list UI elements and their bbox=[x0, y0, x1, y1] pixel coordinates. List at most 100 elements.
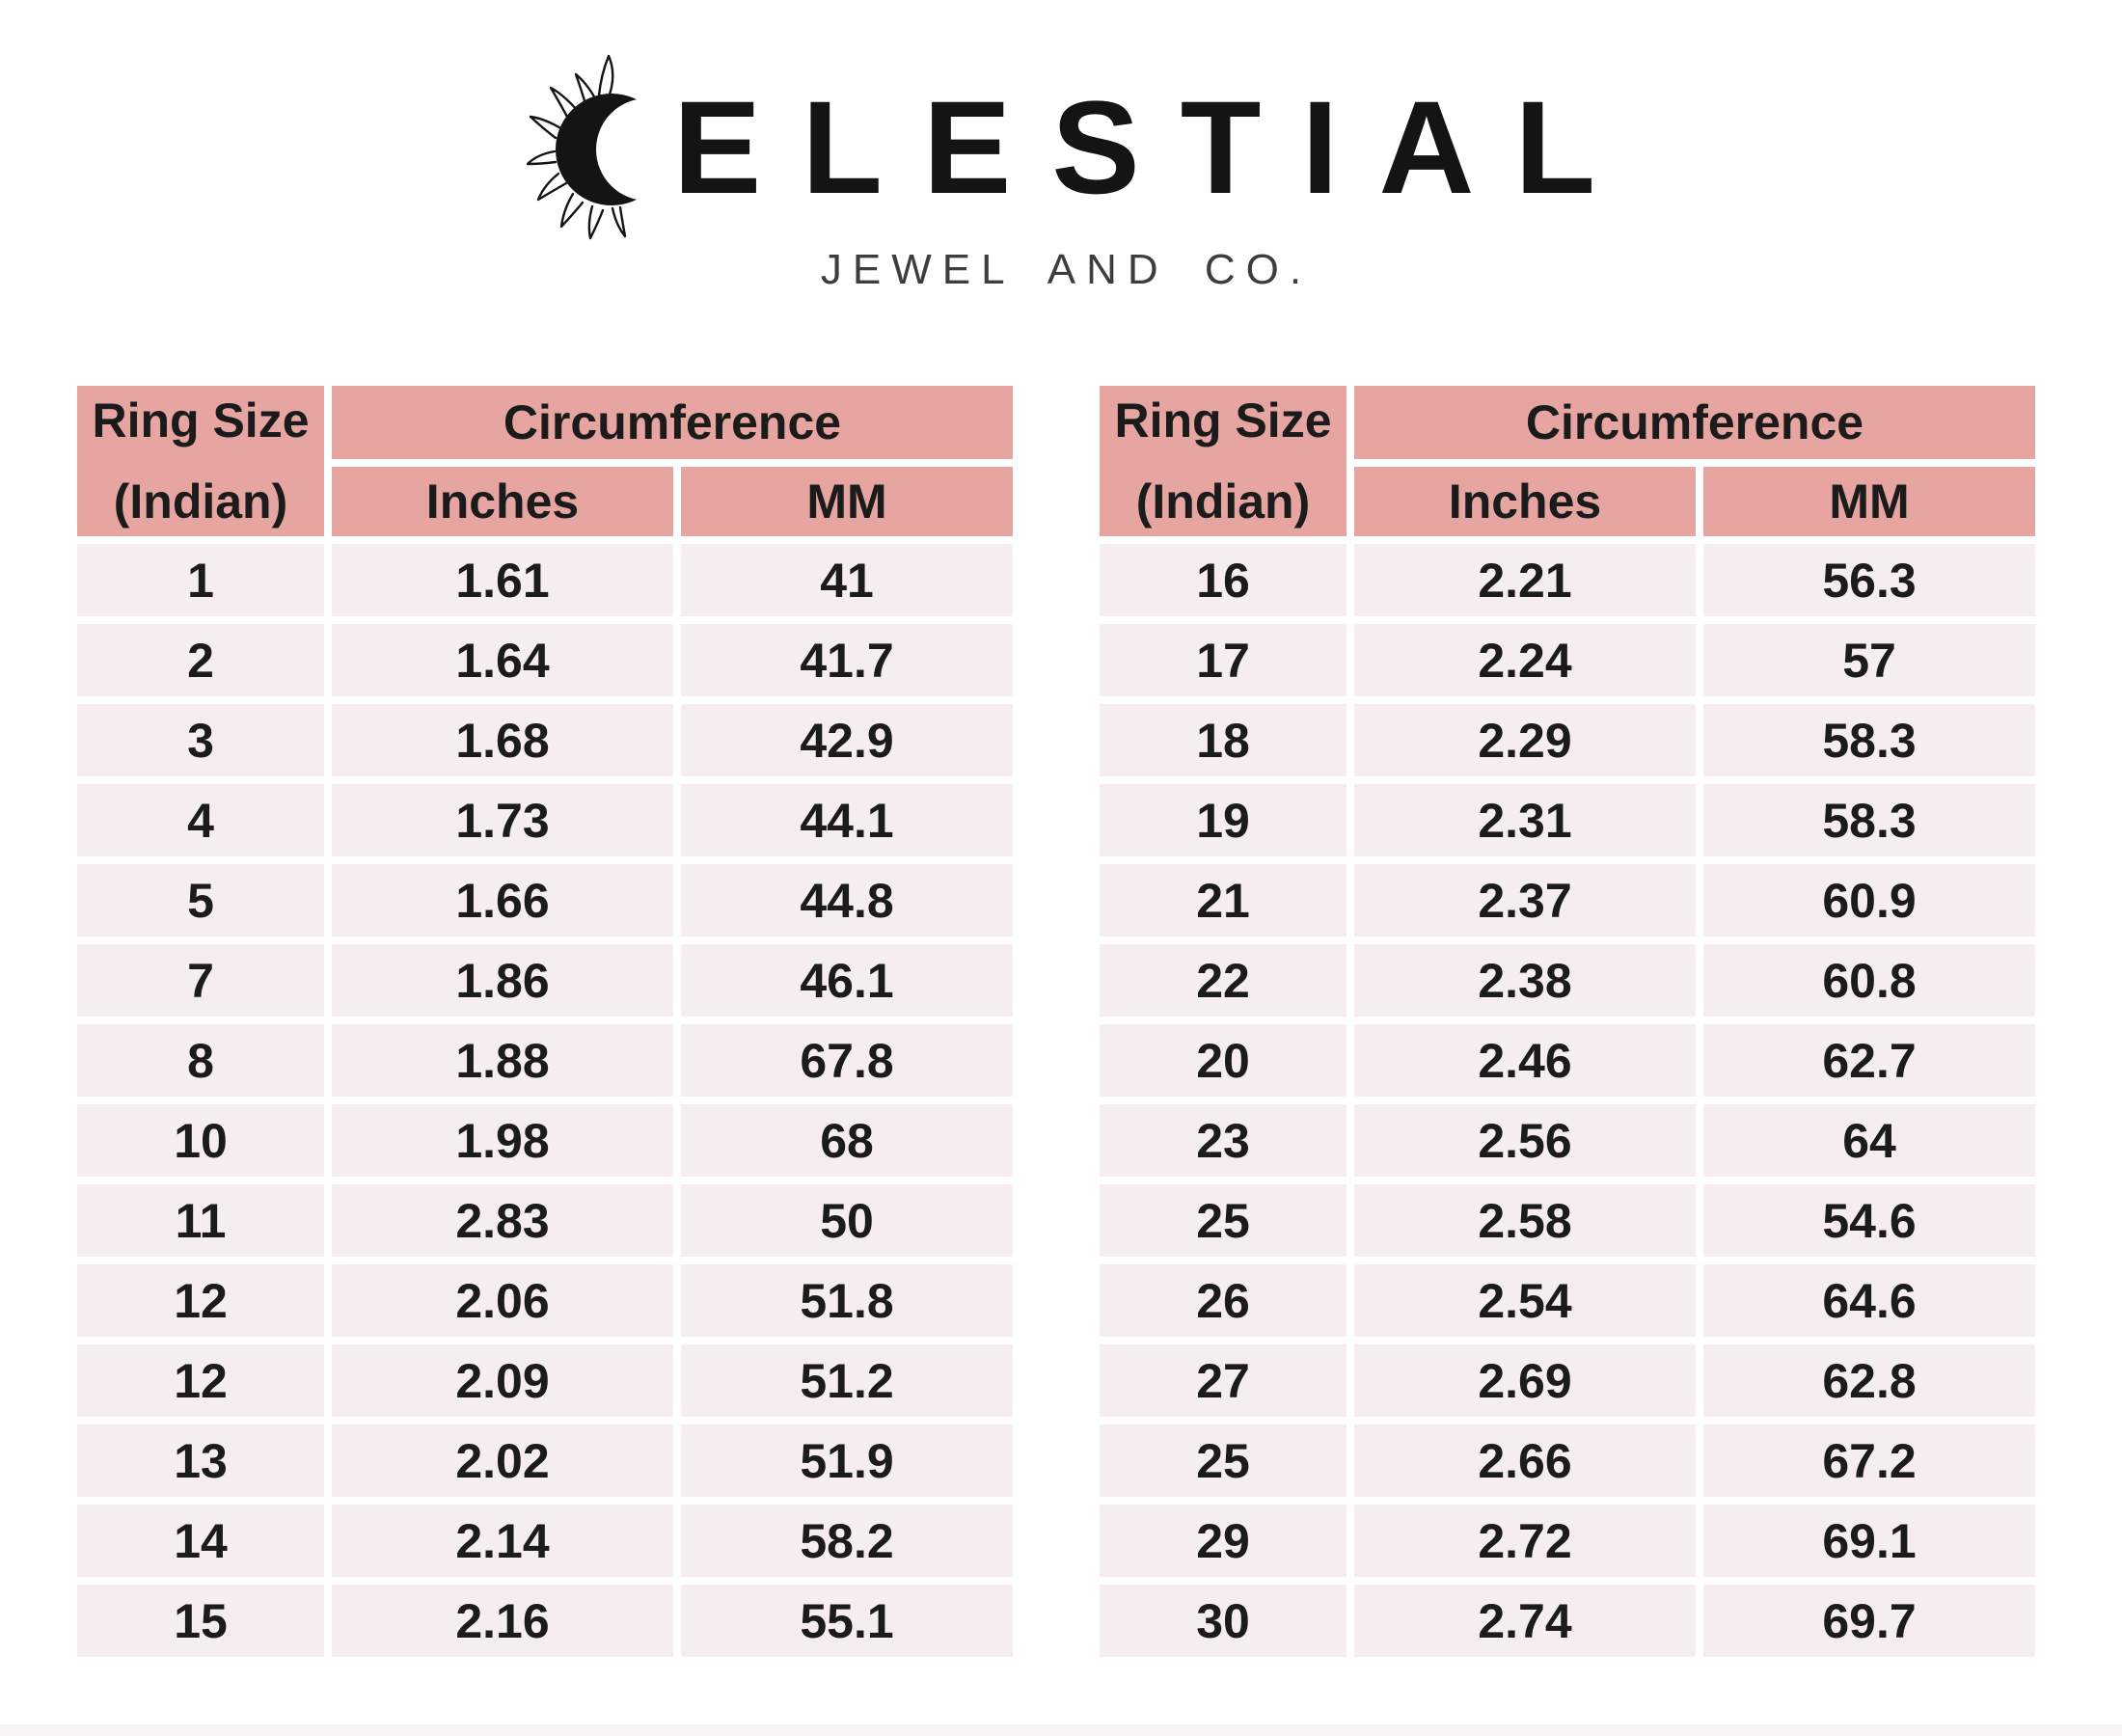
cell-ring-size: 21 bbox=[1100, 864, 1347, 936]
cell-ring-size: 25 bbox=[1100, 1424, 1347, 1497]
header-inches: Inches bbox=[1354, 467, 1696, 536]
cell-inches: 2.58 bbox=[1354, 1184, 1696, 1257]
cell-inches: 1.98 bbox=[332, 1104, 673, 1177]
cell-ring-size: 22 bbox=[1100, 944, 1347, 1017]
cell-ring-size: 18 bbox=[1100, 704, 1347, 776]
cell-inches: 2.21 bbox=[1354, 544, 1696, 616]
brand-tagline: JEWEL AND CO. bbox=[820, 246, 1313, 293]
cell-inches: 2.46 bbox=[1354, 1024, 1696, 1097]
cell-inches: 2.56 bbox=[1354, 1104, 1696, 1177]
cell-mm: 51.8 bbox=[681, 1264, 1013, 1337]
cell-ring-size: 11 bbox=[77, 1184, 324, 1257]
cell-ring-size: 20 bbox=[1100, 1024, 1347, 1097]
cell-ring-size: 12 bbox=[77, 1344, 324, 1417]
ring-size-table-left: Ring Size (Indian) Circumference Inches MM 1 1… bbox=[77, 386, 1013, 1657]
cell-ring-size: 2 bbox=[77, 624, 324, 696]
cell-ring-size: 16 bbox=[1100, 544, 1347, 616]
cell-mm: 51.9 bbox=[681, 1424, 1013, 1497]
cell-inches: 2.14 bbox=[332, 1505, 673, 1577]
cell-inches: 2.37 bbox=[1354, 864, 1696, 936]
cell-ring-size: 30 bbox=[1100, 1585, 1347, 1657]
cell-ring-size: 14 bbox=[77, 1505, 324, 1577]
cell-inches: 2.74 bbox=[1354, 1585, 1696, 1657]
cell-mm: 58.3 bbox=[1703, 784, 2035, 856]
cell-mm: 51.2 bbox=[681, 1344, 1013, 1417]
cell-ring-size: 3 bbox=[77, 704, 324, 776]
brand-logo: ELESTIAL JEWEL AND CO. bbox=[0, 54, 2122, 291]
header-ring-size: Ring Size (Indian) bbox=[1100, 386, 1347, 536]
cell-mm: 56.3 bbox=[1703, 544, 2035, 616]
header-mm: MM bbox=[1703, 467, 2035, 536]
header-ring-size-line1: Ring Size bbox=[1114, 393, 1332, 448]
cell-mm: 64.6 bbox=[1703, 1264, 2035, 1337]
cell-inches: 1.86 bbox=[332, 944, 673, 1017]
cell-inches: 1.64 bbox=[332, 624, 673, 696]
cell-inches: 2.54 bbox=[1354, 1264, 1696, 1337]
cell-mm: 42.9 bbox=[681, 704, 1013, 776]
cell-mm: 62.7 bbox=[1703, 1024, 2035, 1097]
cell-ring-size: 15 bbox=[77, 1585, 324, 1657]
cell-mm: 67.2 bbox=[1703, 1424, 2035, 1497]
cell-mm: 64 bbox=[1703, 1104, 2035, 1177]
cell-ring-size: 29 bbox=[1100, 1505, 1347, 1577]
cell-mm: 60.8 bbox=[1703, 944, 2035, 1017]
header-ring-size-line2: (Indian) bbox=[113, 475, 288, 529]
cell-inches: 1.88 bbox=[332, 1024, 673, 1097]
header-circumference: Circumference bbox=[332, 386, 1013, 459]
header-mm: MM bbox=[681, 467, 1013, 536]
cell-mm: 44.8 bbox=[681, 864, 1013, 936]
cell-mm: 58.2 bbox=[681, 1505, 1013, 1577]
cell-mm: 41 bbox=[681, 544, 1013, 616]
cell-inches: 2.09 bbox=[332, 1344, 673, 1417]
cell-inches: 2.38 bbox=[1354, 944, 1696, 1017]
cell-ring-size: 17 bbox=[1100, 624, 1347, 696]
cell-inches: 2.66 bbox=[1354, 1424, 1696, 1497]
cell-inches: 2.24 bbox=[1354, 624, 1696, 696]
cell-mm: 57 bbox=[1703, 624, 2035, 696]
header-inches: Inches bbox=[332, 467, 673, 536]
cell-inches: 1.66 bbox=[332, 864, 673, 936]
cell-mm: 67.8 bbox=[681, 1024, 1013, 1097]
cell-mm: 54.6 bbox=[1703, 1184, 2035, 1257]
cell-inches: 1.68 bbox=[332, 704, 673, 776]
cell-inches: 2.29 bbox=[1354, 704, 1696, 776]
brand-wordmark-row: ELESTIAL bbox=[526, 54, 1595, 241]
cell-ring-size: 23 bbox=[1100, 1104, 1347, 1177]
cell-ring-size: 19 bbox=[1100, 784, 1347, 856]
cell-mm: 60.9 bbox=[1703, 864, 2035, 936]
cell-mm: 41.7 bbox=[681, 624, 1013, 696]
cropped-row-artifact bbox=[0, 1724, 2122, 1736]
header-ring-size-line1: Ring Size bbox=[92, 393, 310, 448]
cell-inches: 2.16 bbox=[332, 1585, 673, 1657]
cell-mm: 69.1 bbox=[1703, 1505, 2035, 1577]
cell-inches: 2.69 bbox=[1354, 1344, 1696, 1417]
cell-inches: 1.61 bbox=[332, 544, 673, 616]
cell-inches: 2.02 bbox=[332, 1424, 673, 1497]
cell-ring-size: 7 bbox=[77, 944, 324, 1017]
cell-ring-size: 26 bbox=[1100, 1264, 1347, 1337]
cell-ring-size: 12 bbox=[77, 1264, 324, 1337]
cell-mm: 62.8 bbox=[1703, 1344, 2035, 1417]
header-circumference: Circumference bbox=[1354, 386, 2035, 459]
cell-inches: 2.06 bbox=[332, 1264, 673, 1337]
cell-inches: 2.83 bbox=[332, 1184, 673, 1257]
ring-size-table-right: Ring Size (Indian) Circumference Inches MM 16… bbox=[1100, 386, 2035, 1657]
cell-ring-size: 1 bbox=[77, 544, 324, 616]
cell-mm: 58.3 bbox=[1703, 704, 2035, 776]
cell-inches: 2.72 bbox=[1354, 1505, 1696, 1577]
brand-wordmark: ELESTIAL bbox=[672, 73, 1637, 222]
cell-ring-size: 10 bbox=[77, 1104, 324, 1177]
cell-mm: 68 bbox=[681, 1104, 1013, 1177]
cell-mm: 55.1 bbox=[681, 1585, 1013, 1657]
cell-ring-size: 4 bbox=[77, 784, 324, 856]
cell-inches: 2.31 bbox=[1354, 784, 1696, 856]
cell-mm: 46.1 bbox=[681, 944, 1013, 1017]
cell-ring-size: 25 bbox=[1100, 1184, 1347, 1257]
cell-mm: 50 bbox=[681, 1184, 1013, 1257]
cell-ring-size: 5 bbox=[77, 864, 324, 936]
header-ring-size: Ring Size (Indian) bbox=[77, 386, 324, 536]
cell-ring-size: 13 bbox=[77, 1424, 324, 1497]
sun-crescent-icon bbox=[526, 54, 671, 240]
cell-mm: 69.7 bbox=[1703, 1585, 2035, 1657]
cell-mm: 44.1 bbox=[681, 784, 1013, 856]
